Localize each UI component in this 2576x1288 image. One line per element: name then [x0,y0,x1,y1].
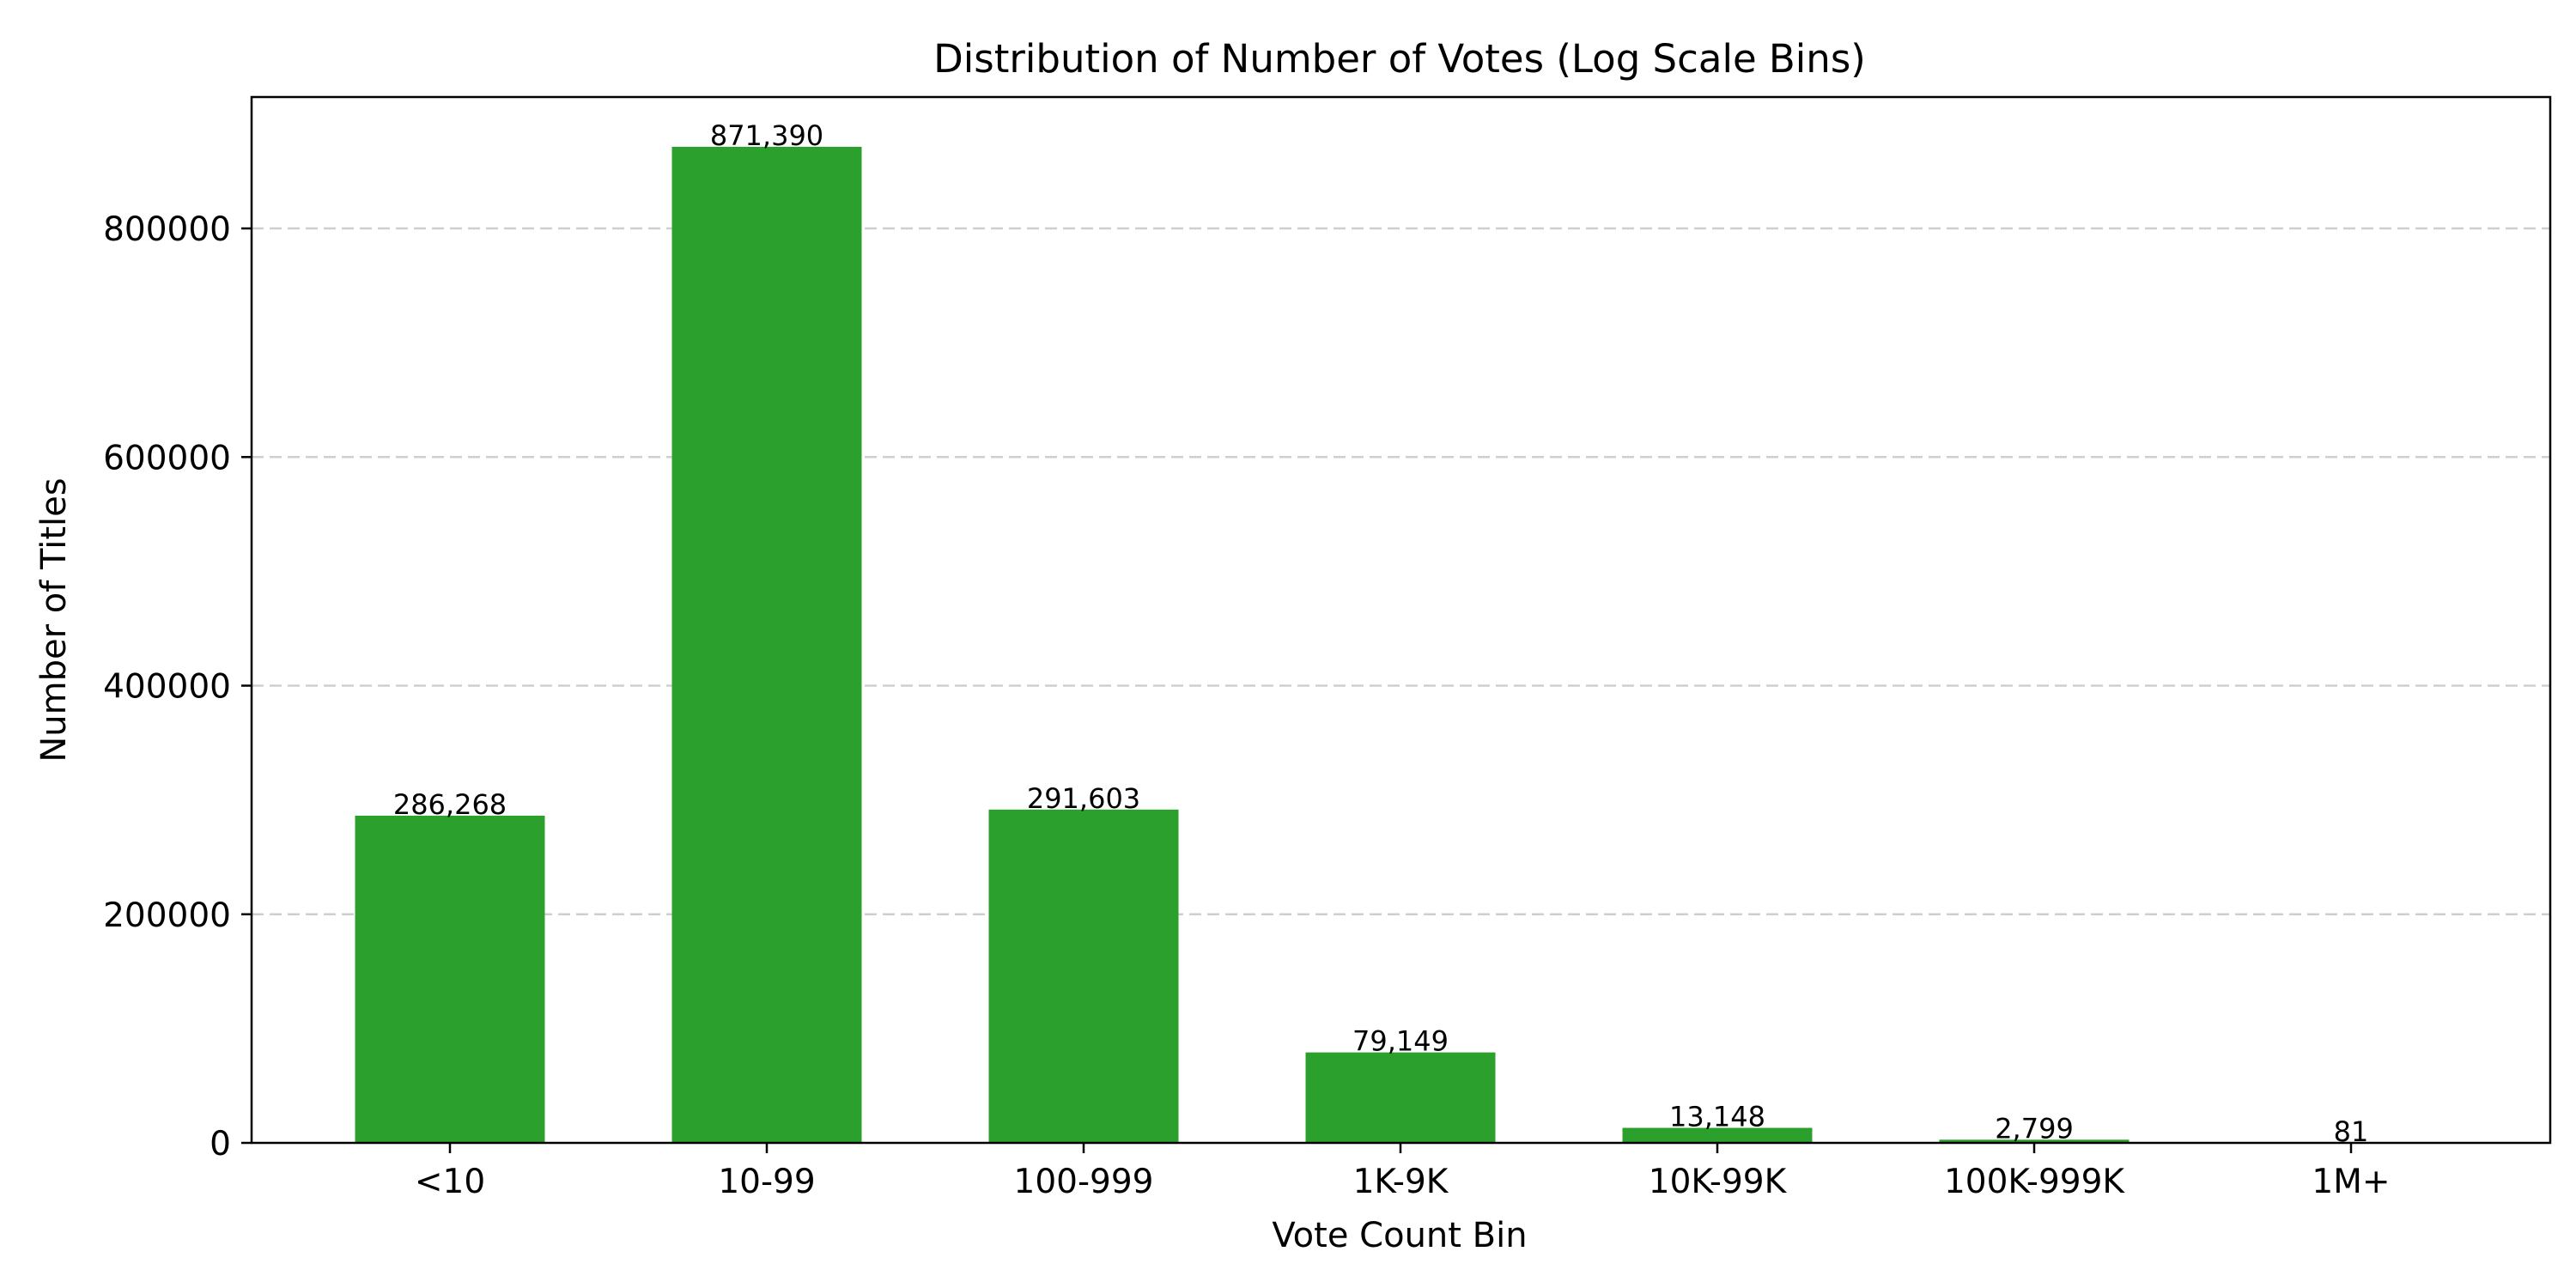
bar-value-label: 2,799 [1995,1112,2074,1145]
bar-value-label: 291,603 [1027,782,1140,815]
bar [1622,1127,1813,1143]
bar-value-label: 871,390 [710,119,823,152]
bar [988,809,1179,1143]
bar-value-label: 13,148 [1669,1100,1765,1133]
x-axis-label: Vote Count Bin [1272,1216,1527,1255]
y-tick-label: 600000 [103,439,231,477]
y-tick-label: 400000 [103,668,231,707]
bar-value-label: 79,149 [1352,1025,1449,1058]
x-tick-label: 10K-99K [1649,1163,1788,1201]
chart-title: Distribution of Number of Votes (Log Sca… [933,36,1866,82]
x-tick-label: 100K-999K [1944,1163,2125,1201]
x-tick-label: 100-999 [1014,1163,1154,1201]
bar [671,146,862,1143]
x-tick-label: <10 [415,1163,485,1201]
x-tick-label: 1K-9K [1353,1163,1449,1201]
y-tick-label: 0 [210,1125,231,1163]
x-axis-ticks: <10 10-99 100-999 1K-9K 10K-99K 100K-999K 1M+ [415,1143,2391,1201]
bar [355,815,545,1143]
bars [355,146,2446,1143]
y-axis-ticks: 0 200000 400000 600000 800000 [103,210,252,1163]
bar [1939,1139,2129,1143]
y-tick-label: 200000 [103,896,231,935]
bar-value-label: 286,268 [393,788,507,821]
bar [1305,1052,1496,1143]
y-gridlines [252,227,2550,916]
x-tick-label: 1M+ [2312,1163,2390,1201]
x-tick-label: 10-99 [718,1163,815,1201]
plot-frame [250,95,2552,1145]
y-axis-label: Number of Titles [34,477,74,762]
y-tick-label: 800000 [103,210,231,249]
